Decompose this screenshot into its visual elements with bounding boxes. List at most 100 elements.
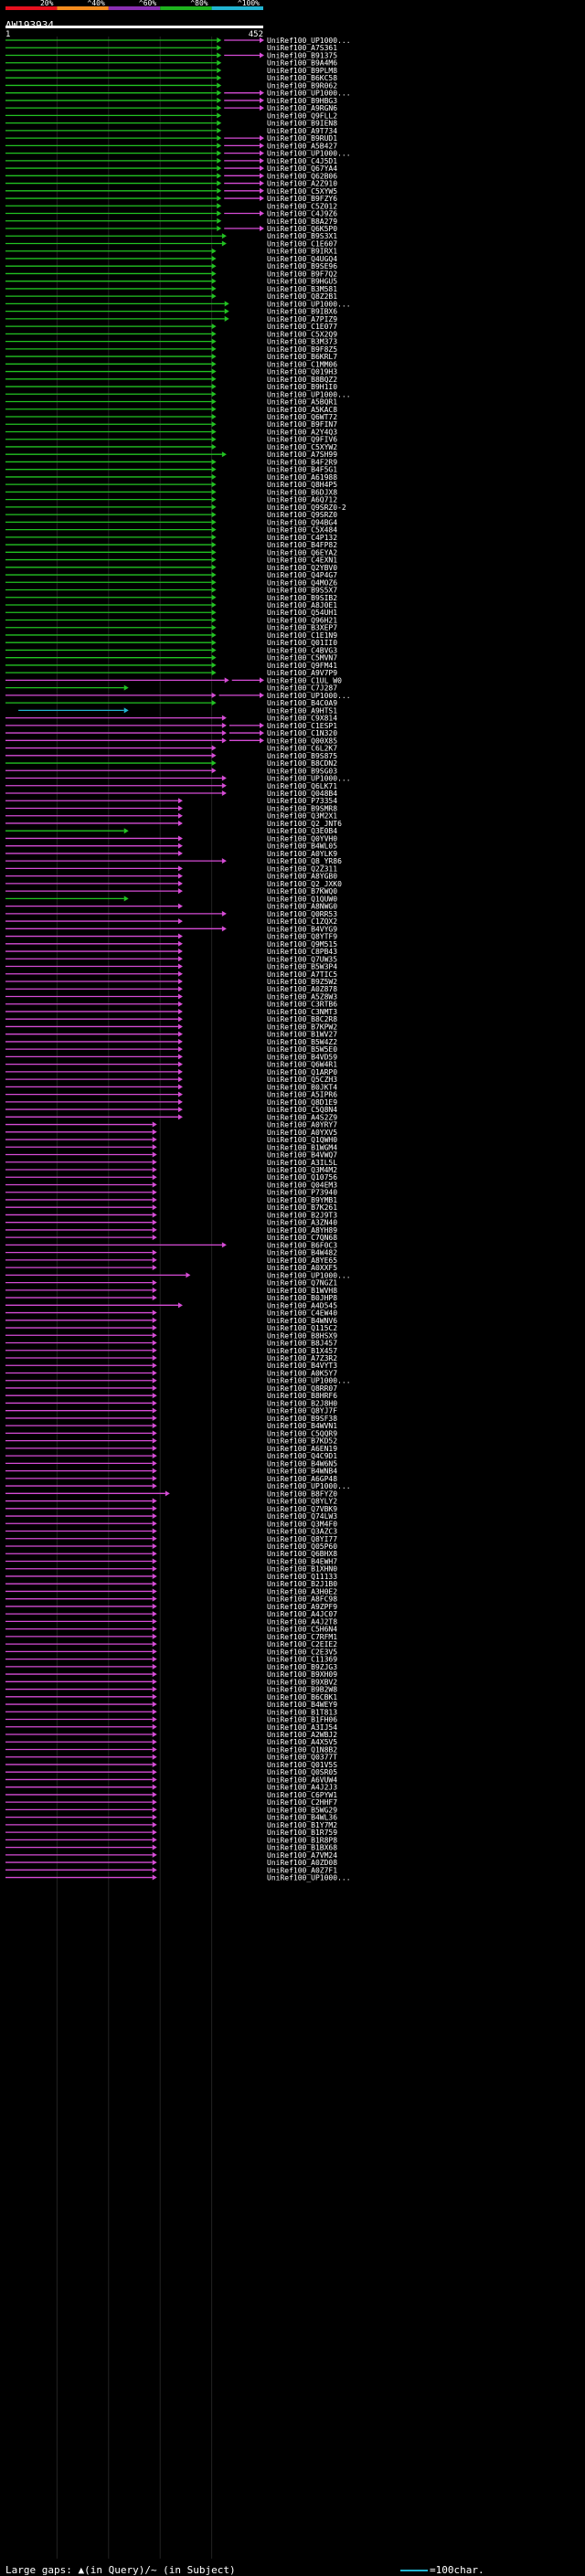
hit-label: UniRef100_B2J9T3 xyxy=(267,1211,337,1219)
hit-arrow xyxy=(177,993,183,1000)
hit-arrow xyxy=(211,436,217,442)
hit-arrow xyxy=(152,1498,157,1504)
hit-label: UniRef100_A7SH99 xyxy=(267,451,337,459)
hit-arrow xyxy=(152,1513,157,1520)
hit-arrow xyxy=(177,1061,183,1067)
hit-arrow xyxy=(152,1460,157,1467)
hit-arrow xyxy=(177,820,183,826)
hit-label: UniRef100_B9IEN8 xyxy=(267,120,337,128)
hit-arrow xyxy=(152,1325,157,1331)
hit-label: UniRef100_B5W3P4 xyxy=(267,963,337,971)
hit-arrow xyxy=(152,1309,157,1316)
hit-extension-arrow xyxy=(260,150,264,156)
hit-arrow xyxy=(177,1076,183,1083)
hit-arrow xyxy=(152,1648,157,1655)
hit-arrow xyxy=(221,858,227,864)
hit-label: UniRef100_B9SF38 xyxy=(267,1415,337,1423)
hit-label: UniRef100_C4EXN1 xyxy=(267,557,337,565)
hit-arrow xyxy=(217,150,222,156)
hit-arrow xyxy=(177,933,183,939)
hit-arrow xyxy=(152,1235,157,1241)
hit-label: UniRef100_B8BQZ2 xyxy=(267,376,337,384)
hit-label: UniRef100_B4WNB4 xyxy=(267,1468,337,1476)
hit-label: UniRef100_A6GP48 xyxy=(267,1475,337,1483)
hit-label: UniRef100_Q6EYA2 xyxy=(267,548,337,557)
hit-arrow xyxy=(152,1799,157,1806)
hit-label: UniRef100_B9SG03 xyxy=(267,767,337,775)
hit-label: UniRef100_B9SE96 xyxy=(267,262,337,270)
hit-arrow xyxy=(152,1521,157,1527)
hit-label: UniRef100_B6CBK1 xyxy=(267,1693,337,1701)
hit-arrow xyxy=(152,1641,157,1648)
hit-label: UniRef100_B1XHN0 xyxy=(267,1565,337,1574)
hit-label: UniRef100_Q9M515 xyxy=(267,940,337,949)
hit-arrow xyxy=(152,1565,157,1572)
hit-arrow xyxy=(217,75,222,81)
hit-label: UniRef100_A8NWG0 xyxy=(267,903,337,911)
hit-arrow xyxy=(177,873,183,879)
hit-extension-arrow xyxy=(260,692,264,698)
hit-arrow xyxy=(152,1430,157,1436)
hit-label: UniRef100_B2J8H0 xyxy=(267,1399,337,1407)
hit-label: UniRef100_Q0SR05 xyxy=(267,1768,337,1776)
hit-arrow xyxy=(152,1807,157,1813)
hit-label: UniRef100_P73940 xyxy=(267,1189,337,1197)
hit-label: UniRef100_B4VWQ7 xyxy=(267,1151,337,1160)
hit-label: UniRef100_A9T734 xyxy=(267,127,337,135)
hit-label: UniRef100_C5Q8N4 xyxy=(267,1106,337,1114)
hit-label: UniRef100_Q00X85 xyxy=(267,737,337,745)
hit-label: UniRef100_B8HSX9 xyxy=(267,1331,337,1340)
hit-label: UniRef100_C1MM06 xyxy=(267,360,337,368)
hit-extension-arrow xyxy=(260,722,264,728)
hit-arrow xyxy=(152,1656,157,1662)
hit-label: UniRef100_B9Z5W2 xyxy=(267,978,337,986)
hit-label: UniRef100_C4J9Z6 xyxy=(267,210,337,218)
scale-segment xyxy=(211,6,263,10)
scale-tick-label: ^60% xyxy=(139,0,156,7)
hit-arrow xyxy=(177,1302,183,1309)
hit-arrow xyxy=(211,647,217,653)
hit-label: UniRef100_C1ZQX2 xyxy=(267,917,337,926)
hit-arrow xyxy=(177,979,183,984)
hit-arrow xyxy=(221,240,227,247)
hit-arrow xyxy=(217,157,222,164)
hit-label: UniRef100_A4J2T8 xyxy=(267,1617,337,1626)
hit-label: UniRef100_B4FP82 xyxy=(267,541,337,549)
hit-arrow xyxy=(177,1107,183,1113)
hit-arrow xyxy=(224,301,229,307)
hit-arrow xyxy=(152,1874,157,1881)
hit-arrow xyxy=(221,451,227,458)
hit-arrow xyxy=(211,662,217,668)
hit-label: UniRef100_Q8Z2B1 xyxy=(267,292,337,301)
hit-arrow xyxy=(217,173,222,179)
hit-label: UniRef100_Q6BHX8 xyxy=(267,1550,337,1558)
hit-label: UniRef100_Q019H3 xyxy=(267,368,337,376)
hit-arrow xyxy=(217,90,222,96)
hit-arrow xyxy=(217,226,222,231)
hit-extension-arrow xyxy=(260,97,264,103)
hit-label: UniRef100_A0K5Y7 xyxy=(267,1369,337,1377)
hit-arrow xyxy=(211,631,217,638)
hit-arrow xyxy=(211,443,217,450)
hit-extension-arrow xyxy=(260,143,264,149)
hit-arrow xyxy=(221,790,227,796)
hit-arrow xyxy=(152,1709,157,1715)
hit-label: UniRef100_A7PIZ9 xyxy=(267,315,337,323)
hit-label: UniRef100_B1WVH8 xyxy=(267,1287,337,1295)
hit-arrow xyxy=(152,1370,157,1376)
hit-arrow xyxy=(152,1219,157,1225)
hit-label: UniRef100_B7KD52 xyxy=(267,1437,337,1446)
hit-label: UniRef100_B5W4Z2 xyxy=(267,1038,337,1046)
hit-label: UniRef100_B9XH09 xyxy=(267,1670,337,1679)
hit-label: UniRef100_C4J5D1 xyxy=(267,157,337,165)
hit-arrow xyxy=(177,940,183,947)
hit-arrow xyxy=(211,406,217,412)
hit-label: UniRef100_Q2_JNT6 xyxy=(267,820,342,828)
scale-segment xyxy=(57,6,109,10)
hit-label: UniRef100_Q94BG4 xyxy=(267,518,337,526)
hit-arrow xyxy=(177,1023,183,1030)
hit-arrow xyxy=(152,1137,157,1143)
hit-arrow xyxy=(211,421,217,428)
hit-label: UniRef100_Q2_JXK0 xyxy=(267,880,342,888)
hit-arrow xyxy=(177,843,183,849)
